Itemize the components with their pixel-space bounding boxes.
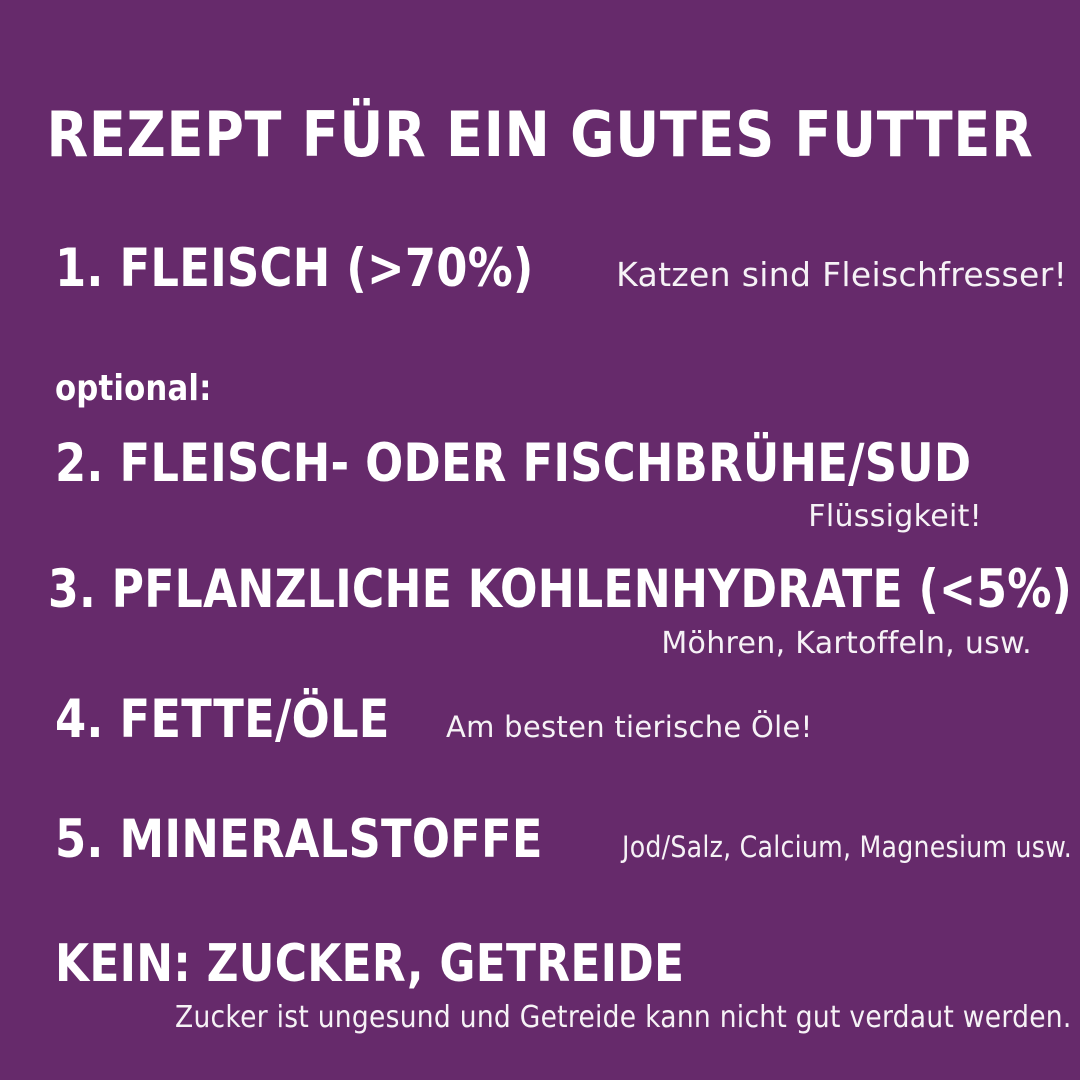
list-item-2: 2. FLEISCH- ODER FISCHBRÜHE/SUD [55, 437, 1030, 490]
optional-label: optional: [55, 368, 212, 409]
item-5-title: 5. MINERALSTOFFE [55, 809, 543, 870]
item-4-note: Am besten tierische Öle! [446, 710, 813, 744]
exclusion-note: Zucker ist ungesund und Getreide kann ni… [175, 1000, 1072, 1035]
page-title: REZEPT FÜR EIN GUTES FUTTER [46, 97, 1034, 171]
list-item-3: 3. PFLANZLICHE KOHLENHYDRATE (<5%) [48, 563, 1080, 616]
list-item-4: 4. FETTE/ÖLE Am besten tierische Öle! [55, 693, 813, 746]
item-5-note: Jod/Salz, Calcium, Magnesium usw. [621, 830, 1073, 864]
item-4-title: 4. FETTE/ÖLE [55, 689, 390, 750]
exclusion-item: KEIN: ZUCKER, GETREIDE [55, 938, 724, 990]
list-item-1: 1. FLEISCH (>70%) Katzen sind Fleischfre… [55, 242, 1067, 295]
exclusion-title: KEIN: ZUCKER, GETREIDE [55, 934, 685, 994]
item-3-title: 3. PFLANZLICHE KOHLENHYDRATE (<5%) [48, 559, 1073, 620]
item-2-note: Flüssigkeit! [808, 499, 982, 534]
list-item-5: 5. MINERALSTOFFE Jod/Salz, Calcium, Magn… [55, 813, 1080, 866]
item-2-title: 2. FLEISCH- ODER FISCHBRÜHE/SUD [55, 433, 972, 494]
item-1-title: 1. FLEISCH (>70%) [55, 238, 534, 299]
item-3-note: Möhren, Kartoffeln, usw. [661, 626, 1032, 661]
item-1-note: Katzen sind Fleischfresser! [616, 255, 1068, 294]
